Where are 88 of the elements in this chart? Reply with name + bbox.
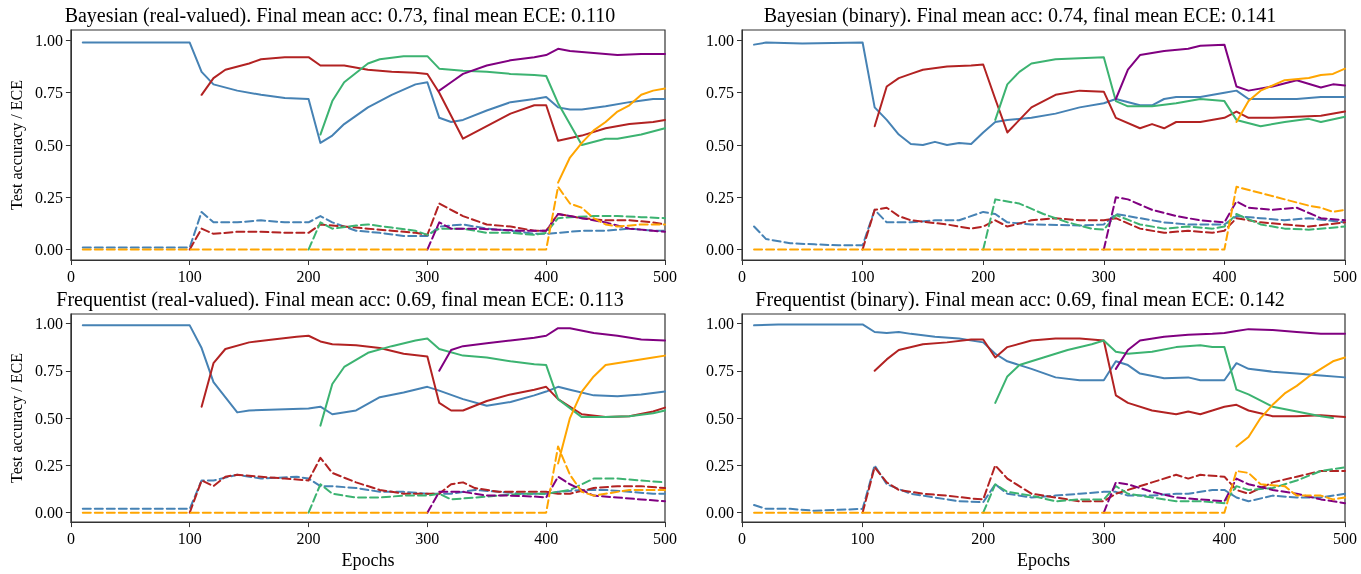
chart-title: Frequentist (binary). Final mean acc: 0.69, final mean ECE: 0.142 <box>755 288 1285 311</box>
x-tick-label: 400 <box>534 267 559 285</box>
line-series <box>753 208 1346 247</box>
x-tick-label: 300 <box>415 267 440 285</box>
line-series <box>753 464 1346 512</box>
x-tick-label: 100 <box>850 529 875 547</box>
line-series <box>307 215 666 251</box>
x-tick-label: 200 <box>296 529 321 547</box>
line-series <box>982 198 1346 251</box>
y-tick-label: 0.25 <box>34 188 63 206</box>
y-tick-label: 0.75 <box>706 84 734 102</box>
line-series <box>982 466 1346 514</box>
line-series <box>319 55 666 146</box>
y-tick-label: 0.50 <box>706 409 734 427</box>
x-tick-label: 500 <box>1333 267 1357 285</box>
x-axis-title: Epochs <box>1017 550 1070 570</box>
y-tick-label: 0.25 <box>34 456 63 474</box>
line-series <box>994 56 1346 128</box>
x-tick-label: 0 <box>66 267 75 285</box>
y-tick-label: 0.25 <box>706 456 734 474</box>
y-tick-label: 0.00 <box>706 504 734 522</box>
x-tick-label: 0 <box>738 267 746 285</box>
line-series <box>1235 356 1346 448</box>
line-series <box>753 323 1346 382</box>
chart-title: Frequentist (real-valued). Final mean acc: 0.69, final mean ECE: 0.113 <box>56 288 624 311</box>
line-series <box>1102 196 1346 251</box>
y-tick-label: 0.00 <box>34 241 63 259</box>
x-tick-label: 400 <box>1212 267 1237 285</box>
y-tick-label: 0.50 <box>34 136 63 154</box>
line-series <box>81 185 666 251</box>
line-series <box>873 337 1346 419</box>
line-series <box>81 324 666 416</box>
line-series <box>200 56 666 142</box>
x-tick-label: 200 <box>971 267 996 285</box>
y-tick-label: 0.00 <box>34 504 63 522</box>
y-tick-label: 0.75 <box>34 362 63 380</box>
line-series <box>873 63 1346 134</box>
line-series <box>438 47 666 92</box>
x-tick-label: 400 <box>1212 529 1237 547</box>
y-axis-title: Test accuracy / ECE <box>7 353 26 484</box>
line-series <box>557 87 666 184</box>
y-tick-label: 0.50 <box>34 409 63 427</box>
x-tick-label: 200 <box>296 267 321 285</box>
x-tick-label: 100 <box>850 267 875 285</box>
y-tick-label: 0.50 <box>706 136 734 154</box>
y-tick-label: 1.00 <box>706 31 734 49</box>
line-series <box>1235 67 1346 123</box>
line-series <box>861 464 1346 514</box>
y-tick-label: 1.00 <box>34 314 63 332</box>
line-series <box>753 470 1346 514</box>
y-tick-label: 0.00 <box>706 241 734 259</box>
x-tick-label: 300 <box>1091 529 1116 547</box>
x-tick-label: 100 <box>177 267 202 285</box>
line-series <box>1114 43 1346 100</box>
y-tick-label: 1.00 <box>34 31 63 49</box>
line-series <box>1102 477 1346 514</box>
x-tick-label: 0 <box>66 529 75 547</box>
chart-title: Bayesian (real-valued). Final mean acc: 0.73, final mean ECE: 0.110 <box>64 4 616 27</box>
line-series <box>426 213 666 251</box>
line-series <box>81 473 666 510</box>
x-tick-label: 400 <box>534 529 559 547</box>
x-tick-label: 0 <box>738 529 746 547</box>
x-tick-label: 200 <box>971 529 996 547</box>
y-axis-title: Test accuracy / ECE <box>7 80 26 210</box>
y-tick-label: 1.00 <box>706 314 734 332</box>
y-tick-label: 0.25 <box>706 188 734 206</box>
line-series <box>319 337 666 427</box>
chart-title: Bayesian (binary). Final mean acc: 0.74, final mean ECE: 0.141 <box>763 4 1277 27</box>
line-series <box>994 339 1334 420</box>
line-series <box>426 475 666 514</box>
x-tick-label: 300 <box>1091 267 1116 285</box>
line-series <box>188 456 666 514</box>
y-tick-label: 0.75 <box>34 84 63 102</box>
x-tick-label: 100 <box>177 529 202 547</box>
line-series <box>753 185 1346 251</box>
line-series <box>81 210 666 249</box>
x-tick-label: 500 <box>1333 529 1357 547</box>
x-tick-label: 500 <box>653 529 677 547</box>
line-series <box>438 327 666 372</box>
x-tick-label: 300 <box>415 529 440 547</box>
x-tick-label: 500 <box>653 267 677 285</box>
y-tick-label: 0.75 <box>706 362 734 380</box>
line-series <box>81 41 666 144</box>
line-series <box>200 334 666 419</box>
x-axis-title: Epochs <box>341 550 395 570</box>
line-series <box>861 206 1346 251</box>
line-series <box>1114 328 1346 370</box>
line-series <box>753 41 1346 146</box>
